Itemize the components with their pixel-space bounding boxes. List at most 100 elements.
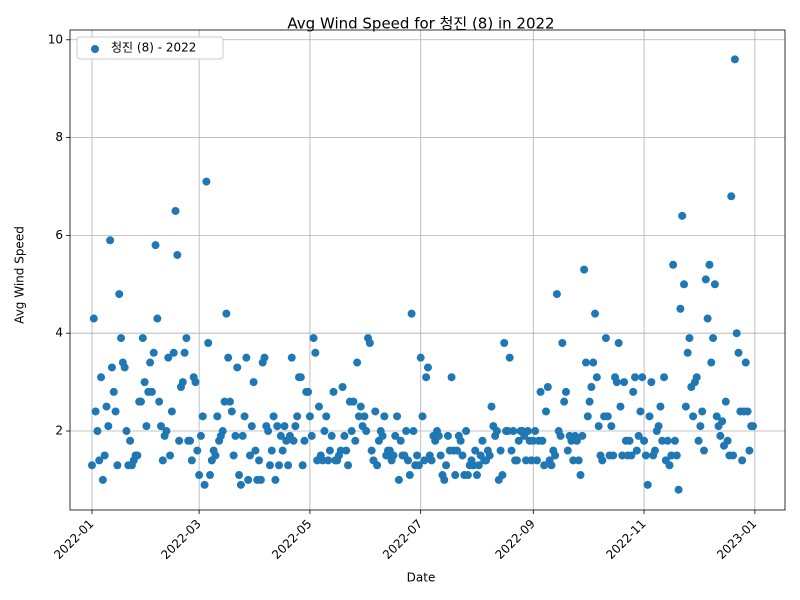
point [153,314,162,323]
point [360,412,369,421]
point [451,471,460,480]
point [680,280,689,289]
point [558,338,567,347]
point [269,412,278,421]
point [162,427,171,436]
point [91,407,100,416]
point [647,378,656,387]
point [249,378,258,387]
point [224,353,233,362]
point [156,422,165,431]
chart-title: Avg Wind Speed for 청진 (8) in 2022 [287,15,554,33]
point [314,402,323,411]
point [745,446,754,455]
point [729,451,738,460]
point [458,451,467,460]
point [447,373,456,382]
point [309,334,318,343]
point [712,412,721,421]
point [265,461,274,470]
plot-frame [69,29,786,511]
point [416,353,425,362]
point [552,290,561,299]
point [743,407,752,416]
point [709,334,718,343]
point [598,456,607,465]
point [304,387,313,396]
x-tick-label: 2022-05 [269,517,314,562]
point [580,265,589,274]
point [434,431,443,440]
y-tick-label: 8 [55,130,63,144]
point [407,309,416,318]
point [196,431,205,440]
point [634,431,643,440]
point [576,471,585,480]
y-axis-label: Avg Wind Speed [13,226,27,324]
point [149,348,158,357]
point [100,451,109,460]
point [707,358,716,367]
point [87,461,96,470]
point [289,436,298,445]
point [542,407,551,416]
point [169,348,178,357]
point [186,436,195,445]
point [187,456,196,465]
y-tick-label: 10 [48,32,63,46]
point [669,260,678,269]
point [670,436,679,445]
y-tick-label: 4 [55,326,63,340]
point [561,387,570,396]
point [255,456,264,465]
point [324,456,333,465]
point [496,446,505,455]
point [164,353,173,362]
point [191,378,200,387]
x-tick-label: 2022-01 [51,517,96,562]
point [732,329,741,338]
point [463,471,472,480]
point [683,348,692,357]
point [275,461,284,470]
point [727,192,736,201]
point [107,363,116,372]
point [140,378,149,387]
point [391,431,400,440]
point [422,373,431,382]
point [175,436,184,445]
point [456,436,465,445]
point [583,412,592,421]
point [536,387,545,396]
point [698,407,707,416]
point [126,436,135,445]
point [311,348,320,357]
point [240,412,249,421]
point [512,456,521,465]
point [356,402,365,411]
point [629,387,638,396]
point [338,383,347,392]
point [730,55,739,64]
point [117,334,126,343]
point [213,412,222,421]
point [202,177,211,186]
point [563,446,572,455]
point [723,436,732,445]
point [703,314,712,323]
point [509,427,518,436]
point [560,397,569,406]
legend-marker [91,45,99,53]
point [287,353,296,362]
point [625,436,634,445]
point [171,206,180,215]
point [500,338,509,347]
point [305,412,314,421]
point [300,436,309,445]
point [442,461,451,470]
y-tick-label: 6 [55,228,63,242]
point [574,456,583,465]
point [472,471,481,480]
point [351,436,360,445]
